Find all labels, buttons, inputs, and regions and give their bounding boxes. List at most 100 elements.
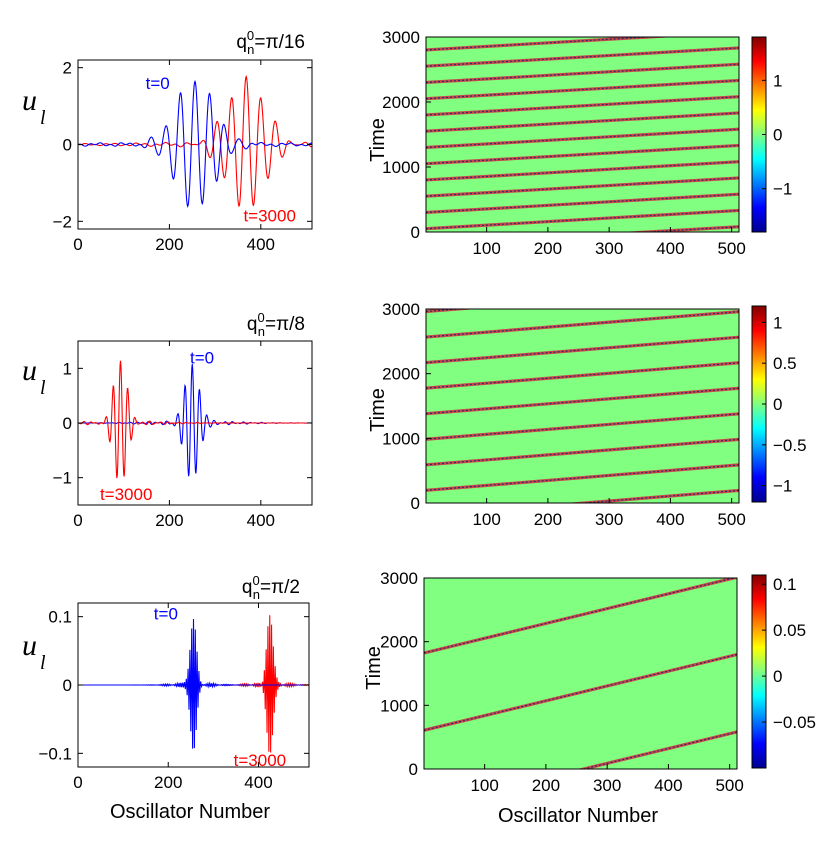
- y-tick-label: −1: [53, 469, 72, 488]
- panel-2-ylabel: u l: [22, 354, 46, 399]
- wave-stripe-core: [426, 413, 739, 440]
- x-tick-label: 500: [715, 776, 743, 795]
- heatmap-3-ylabel: Time: [363, 646, 385, 690]
- panel-2-title-base: q: [247, 314, 258, 335]
- wave-stripe-core: [424, 578, 737, 654]
- series-line-t=0: [78, 619, 309, 749]
- panel-3-ylabel: u l: [22, 629, 46, 674]
- heatmap-2-ylabel: Time: [367, 388, 389, 432]
- colorbar-tick-label: 0.05: [773, 621, 806, 640]
- y-tick-label: 1: [63, 359, 72, 378]
- series-line-t=3000: [77, 74, 313, 208]
- wave-stripe-core: [424, 500, 737, 576]
- x-tick-label: 100: [472, 239, 500, 258]
- wave-stripe: [426, 15, 739, 33]
- wave-stripe-core: [426, 193, 739, 214]
- x-tick-label: 100: [472, 510, 500, 529]
- y-tick-label: −0.1: [38, 744, 72, 763]
- panel-1-title-rest: =π/16: [254, 32, 305, 53]
- x-tick-label: 0: [73, 511, 82, 530]
- wave-stripe-core: [426, 177, 739, 197]
- y-tick-label: −2: [53, 212, 72, 231]
- wave-stripe-core: [424, 653, 737, 731]
- wave-stripe-core: [426, 37, 659, 51]
- y-tick-label: 3000: [382, 300, 420, 319]
- x-tick-label: 100: [470, 776, 498, 795]
- y-tick-label: 0: [63, 136, 72, 155]
- colorbar-tick-label: −1: [773, 180, 792, 199]
- panel-1-title: q0 n=π/16: [236, 28, 305, 57]
- y-tick-label: 2000: [380, 633, 418, 652]
- colorbar-tick-label: 0: [773, 395, 782, 414]
- line-plot-2: 0 200 400 −1 0 1 t=0 t=3000: [53, 340, 313, 530]
- panel-1-ylabel: u l: [22, 84, 46, 129]
- ylabel-u: u: [22, 629, 37, 662]
- wave-stripe: [426, 309, 477, 314]
- wave-stripe-core: [426, 144, 739, 165]
- x-tick-label: 200: [532, 776, 560, 795]
- wave-stripe-core: [426, 311, 739, 338]
- stripes: [426, 0, 739, 232]
- y-tick-label: 1000: [382, 429, 420, 448]
- heatmap-field: [426, 37, 739, 232]
- x-tick-label: 400: [247, 235, 275, 254]
- y-tick-label: 2000: [382, 365, 420, 384]
- x-tick-label: 300: [593, 776, 621, 795]
- x-tick-label: 200: [155, 235, 183, 254]
- ylabel-sub: l: [40, 652, 46, 674]
- x-tick-label: 400: [654, 776, 682, 795]
- wave-stripe-core: [426, 63, 739, 84]
- heatmap-frame: [423, 577, 738, 770]
- colorbar-tick-label: −0.05: [773, 713, 816, 732]
- colorbar-tick-label: 0.1: [773, 575, 797, 594]
- stripes: [426, 261, 739, 503]
- x-tick-label: 400: [656, 239, 684, 258]
- wave-stripe-core: [426, 96, 739, 116]
- annotation-t=0: t=0: [154, 604, 178, 623]
- wave-stripe: [426, 0, 739, 17]
- panel-3-left: q0 n=π/2 u l 0 200 400−0.100.1 t=0t=3000 Osc…: [22, 573, 310, 823]
- wave-stripe-core: [426, 47, 739, 67]
- wave-stripe-core: [426, 464, 739, 491]
- y-tick-label: 2: [63, 59, 72, 78]
- panel-2-title-sub: n: [258, 324, 265, 339]
- y-tick-label: 1000: [382, 158, 420, 177]
- wave-stripe-core: [581, 731, 737, 769]
- y-tick-label: 2000: [382, 93, 420, 112]
- series-line-t=0: [77, 79, 313, 208]
- wave-stripe-core: [426, 128, 739, 149]
- y-tick-label: 0: [63, 676, 72, 695]
- colorbar-tick-label: 1: [773, 71, 782, 90]
- annotation-t=0: t=0: [190, 348, 214, 367]
- panel-2-title-rest: =π/8: [265, 314, 305, 335]
- wave-stripe-core: [426, 79, 739, 100]
- x-tick-label: 200: [534, 510, 562, 529]
- x-tick-label: 500: [717, 239, 745, 258]
- ylabel-sub: l: [40, 377, 46, 399]
- wave-stripe-core: [426, 161, 739, 181]
- wave-stripe-core: [426, 0, 739, 17]
- heatmap-1: Time 100 200 300 400 500 0 1000 2000 3000 −1 0 1: [367, 0, 792, 258]
- x-tick-label: 0: [73, 235, 82, 254]
- wave-stripe-core: [426, 112, 739, 132]
- x-tick-label: 400: [244, 773, 272, 792]
- heatmap-2: Time 100 200 300 400 500 0 1000 2000 3000 −1 −0.5 0…: [367, 261, 807, 529]
- annotation-t=3000: t=3000: [234, 751, 286, 770]
- y-tick-label: 0: [411, 494, 420, 513]
- heatmap-frame: [425, 308, 740, 504]
- colorbar-tick-label: 0.5: [773, 354, 797, 373]
- x-tick-label: 400: [247, 511, 275, 530]
- wave-stripe-core: [426, 336, 739, 364]
- heatmap-field: [424, 578, 737, 769]
- annotation-t=0: t=0: [146, 74, 170, 93]
- panel-3-title-rest: =π/2: [260, 577, 300, 598]
- ylabel-u: u: [22, 84, 37, 117]
- x-tick-label: 200: [534, 239, 562, 258]
- heatmap-field: [426, 309, 739, 503]
- x-tick-label: 200: [155, 511, 183, 530]
- wave-stripe-core: [426, 261, 739, 286]
